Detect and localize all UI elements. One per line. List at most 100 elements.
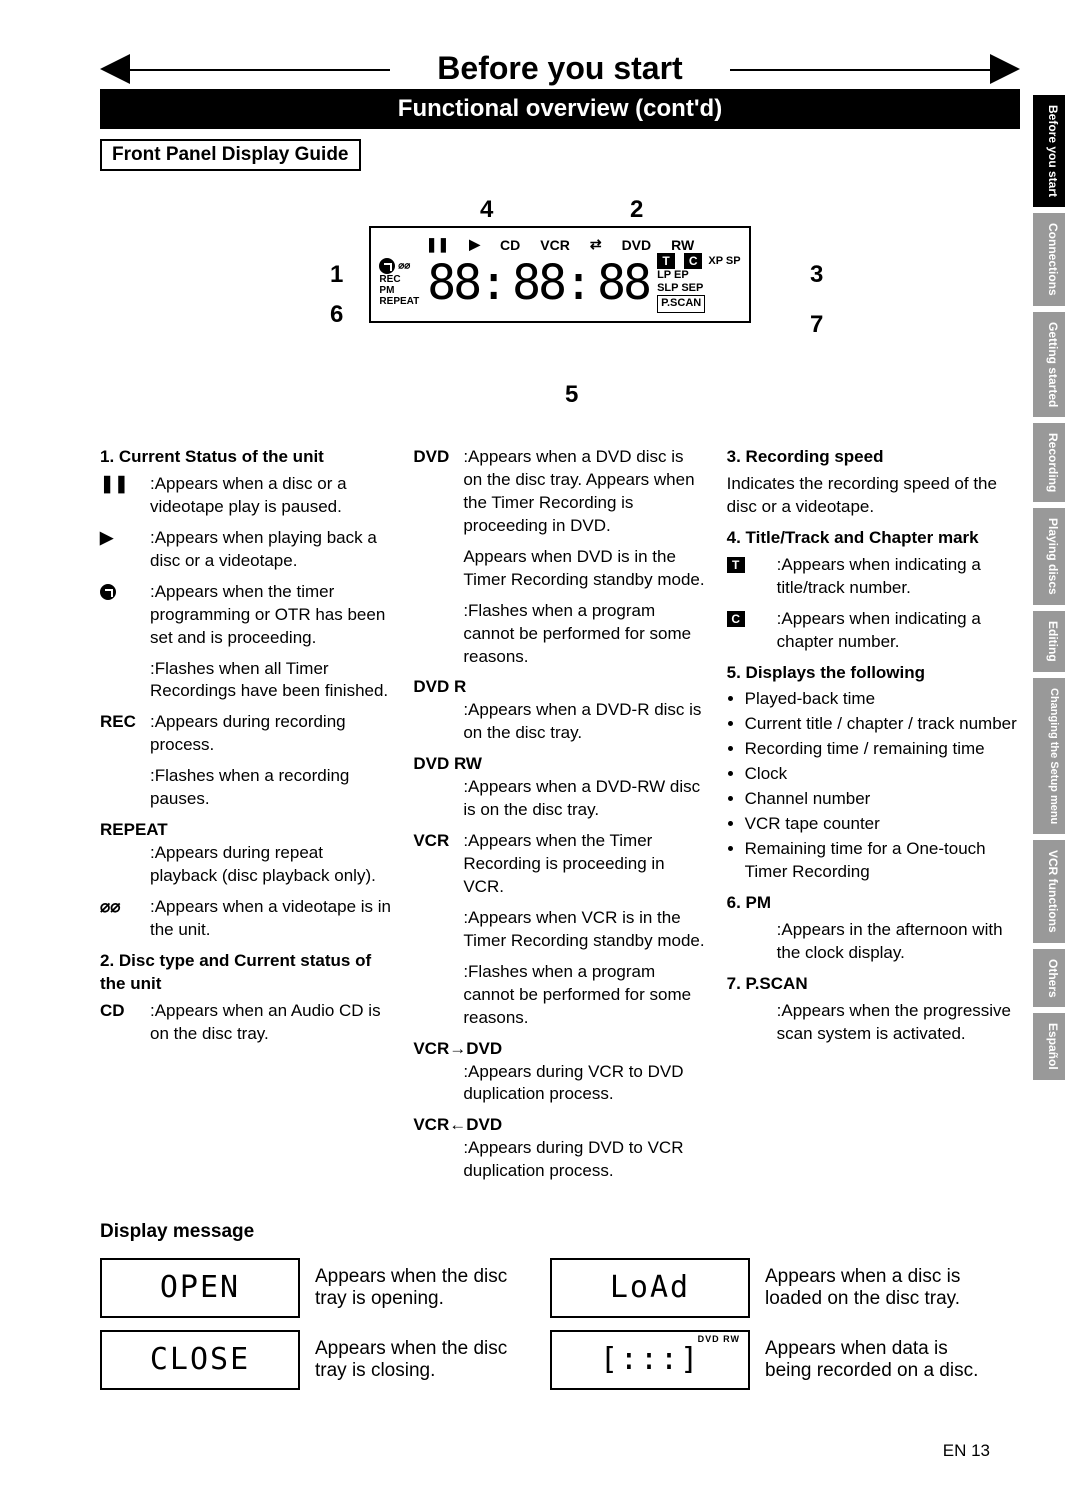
h6-desc: :Appears in the afternoon with the clock… [777, 919, 1020, 965]
callout-1: 1 [330, 261, 343, 289]
timer-desc: :Appears when the timer programming or O… [150, 581, 393, 650]
tape-icon: ⌀⌀ [398, 261, 410, 272]
tab-playing-discs[interactable]: Playing discs [1033, 508, 1065, 605]
dvd-desc3: :Flashes when a program cannot be perfor… [463, 600, 706, 669]
arrows-icon: ⇄ [590, 236, 602, 253]
dvdr-label: DVD R [413, 676, 706, 699]
repeat-label: REPEAT [379, 296, 419, 307]
pscan-label: P.SCAN [657, 295, 705, 312]
h5-list: Played-back time Current title / chapter… [745, 688, 1020, 884]
tab-espanol[interactable]: Español [1033, 1013, 1065, 1080]
heading-3: 3. Recording speed [727, 446, 1020, 469]
tab-before-you-start[interactable]: Before you start [1033, 95, 1065, 207]
column-2: DVD:Appears when a DVD disc is on the di… [413, 446, 706, 1191]
rec-label: REC [100, 711, 150, 757]
c-box-icon: C [684, 253, 702, 269]
tape-icon: ⌀⌀ [100, 896, 150, 942]
vcr-desc2: :Appears when VCR is in the Timer Record… [463, 907, 706, 953]
h7-desc: :Appears when the progressive scan syste… [777, 1000, 1020, 1046]
list-item: Current title / chapter / track number [745, 713, 1020, 736]
lpep-label: LP EP [657, 269, 689, 281]
dvd-desc1: :Appears when a DVD disc is on the disc … [463, 446, 706, 538]
dvd-label: DVD [413, 446, 463, 538]
dvd-desc2: Appears when DVD is in the Timer Recordi… [463, 546, 706, 592]
vcr2dvd-desc: :Appears during VCR to DVD duplication p… [463, 1061, 706, 1107]
list-item: Clock [745, 763, 1020, 786]
vcr-label: VCR [413, 830, 463, 899]
tab-others[interactable]: Others [1033, 949, 1065, 1008]
cd-label: CD [500, 237, 520, 253]
tab-getting-started[interactable]: Getting started [1033, 312, 1065, 417]
tab-connections[interactable]: Connections [1033, 213, 1065, 306]
page-number: EN 13 [943, 1441, 990, 1461]
display-left-labels: ⌀⌀ REC PM REPEAT [379, 258, 419, 307]
xpsp-label: XP SP [708, 255, 740, 267]
tab-vcr-functions[interactable]: VCR functions [1033, 840, 1065, 943]
slpsep-label: SLP SEP [657, 282, 703, 294]
heading-2: 2. Disc type and Current status of the u… [100, 950, 393, 996]
column-3: 3. Recording speed Indicates the recordi… [727, 446, 1020, 1191]
vcr2dvd-label: VCR→DVD [413, 1038, 706, 1061]
dvdrw-label: DVD RW [413, 753, 706, 776]
heading-7: 7. P.SCAN [727, 973, 1020, 996]
dvd-label: DVD [622, 237, 652, 253]
c-desc: :Appears when indicating a chapter numbe… [777, 608, 1020, 654]
heading-4: 4. Title/Track and Chapter mark [727, 527, 1020, 550]
dvd2vcr-label: VCR←DVD [413, 1114, 706, 1137]
line-left [130, 69, 390, 71]
vcr-desc1: :Appears when the Timer Recording is pro… [463, 830, 706, 899]
callout-6: 6 [330, 301, 343, 329]
list-item: Remaining time for a One-touch Timer Rec… [745, 838, 1020, 884]
display-msg-heading: Display message [100, 1221, 1020, 1243]
pause-icon: ❚❚ [426, 236, 449, 253]
heading-1: 1. Current Status of the unit [100, 446, 393, 469]
line-right [730, 69, 990, 71]
play-icon: ▶ [469, 236, 480, 253]
msg-open: OPEN [100, 1258, 300, 1318]
page-title: Before you start [422, 50, 697, 87]
callout-4: 4 [480, 196, 493, 224]
t-icon: T [727, 554, 777, 600]
seven-segment-display: 88:88:88 [419, 259, 657, 307]
sidebar-tabs: Before you start Connections Getting sta… [1033, 95, 1065, 1080]
msg-load: LoAd [550, 1258, 750, 1318]
display-right-labels: T C XP SP LP EP SLP SEP P.SCAN [657, 253, 741, 313]
callout-2: 2 [630, 196, 643, 224]
arrow-left-icon [100, 54, 130, 84]
rw-label: RW [671, 237, 694, 253]
dvdr-desc: :Appears when a DVD-R disc is on the dis… [463, 699, 706, 745]
c-icon: C [727, 608, 777, 654]
subtitle-bar: Functional overview (cont'd) [100, 89, 1020, 129]
play-desc: :Appears when playing back a disc or a v… [150, 527, 393, 573]
display-box: ❚❚ ▶ CD VCR ⇄ DVD RW ⌀⌀ REC PM REPEAT 88… [369, 226, 750, 323]
display-diagram: 4 2 1 3 6 7 5 ❚❚ ▶ CD VCR ⇄ DVD RW ⌀⌀ RE… [100, 186, 1020, 416]
t-box-icon: T [657, 253, 675, 269]
title-banner: Before you start [100, 50, 1020, 87]
t-desc: :Appears when indicating a title/track n… [777, 554, 1020, 600]
msg-close: CLOSE [100, 1330, 300, 1390]
callout-7: 7 [810, 311, 823, 339]
column-1: 1. Current Status of the unit ❚❚:Appears… [100, 446, 393, 1191]
pause-desc: :Appears when a disc or a videotape play… [150, 473, 393, 519]
callout-3: 3 [810, 261, 823, 289]
list-item: Recording time / remaining time [745, 738, 1020, 761]
callout-5: 5 [565, 381, 578, 409]
content-columns: 1. Current Status of the unit ❚❚:Appears… [100, 446, 1020, 1191]
timer-icon [379, 258, 395, 274]
msg-rec: DVD RW [:::] [550, 1330, 750, 1390]
repeat-desc: :Appears during repeat playback (disc pl… [150, 842, 393, 888]
rec-flash-desc: :Flashes when a recording pauses. [150, 765, 393, 811]
list-item: Played-back time [745, 688, 1020, 711]
arrow-right-icon [990, 54, 1020, 84]
play-icon: ▶ [100, 527, 150, 573]
tab-editing[interactable]: Editing [1033, 611, 1065, 672]
tab-recording[interactable]: Recording [1033, 423, 1065, 502]
repeat-label: REPEAT [100, 819, 393, 842]
vcr-desc3: :Flashes when a program cannot be perfor… [463, 961, 706, 1030]
tab-setup-menu[interactable]: Changing the Setup menu [1033, 678, 1065, 834]
msg-open-desc: Appears when the disc tray is opening. [315, 1266, 535, 1310]
heading-6: 6. PM [727, 892, 1020, 915]
rec-desc: :Appears during recording process. [150, 711, 393, 757]
list-item: VCR tape counter [745, 813, 1020, 836]
timer-flash-desc: :Flashes when all Timer Recordings have … [150, 658, 393, 704]
